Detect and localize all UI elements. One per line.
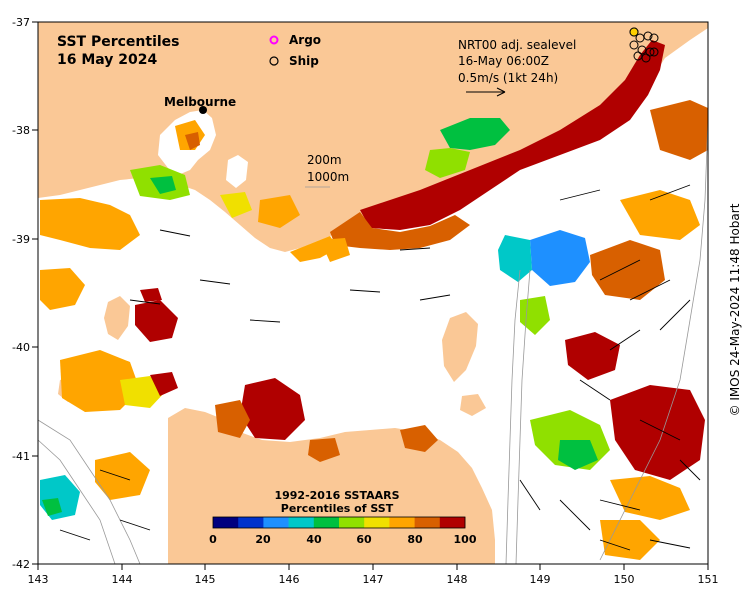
cape-barren-island — [460, 394, 486, 416]
ship-legend-label: Ship — [289, 54, 319, 68]
melbourne-label: Melbourne — [164, 95, 236, 109]
current-vectors — [59, 184, 701, 551]
colorbar-title-line2: Percentiles of SST — [281, 502, 394, 515]
colorbar-tick-40: 40 — [306, 533, 322, 546]
isobaths — [37, 119, 709, 565]
lon-tick-146: 146 — [279, 573, 300, 586]
king-island — [104, 296, 130, 340]
colorbar-tick-20: 20 — [255, 533, 271, 546]
lon-tick-147: 147 — [363, 573, 384, 586]
flinders-island — [442, 312, 478, 382]
lat-tick-37: -37 — [12, 16, 30, 29]
axis-ticks — [32, 21, 709, 570]
lon-tick-143: 143 — [28, 573, 49, 586]
lon-tick-144: 144 — [112, 573, 133, 586]
ship-legend-marker — [269, 56, 279, 66]
lon-tick-145: 145 — [195, 573, 216, 586]
melbourne-marker — [199, 106, 207, 114]
credit-label: © IMOS 24-May-2024 11:48 Hobart — [728, 203, 742, 416]
colorbar — [213, 517, 466, 528]
depth-200-label: 200m — [307, 153, 342, 167]
current-time-label: 16-May 06:00Z — [458, 54, 549, 68]
colorbar-swatch — [313, 517, 340, 528]
lat-tick-41: -41 — [12, 450, 30, 463]
current-scale-label: 0.5m/s (1kt 24h) — [458, 71, 558, 85]
lat-tick-38: -38 — [12, 124, 30, 137]
colorbar-swatch — [238, 517, 264, 528]
ship-latest-marker — [629, 27, 639, 37]
colorbar-swatch — [263, 517, 289, 528]
colorbar-tick-0: 0 — [209, 533, 217, 546]
lon-tick-151: 151 — [698, 573, 719, 586]
current-source-label: NRT00 adj. sealevel — [458, 38, 576, 52]
current-scale-arrowhead — [496, 87, 506, 97]
argo-legend-label: Argo — [289, 33, 321, 47]
colorbar-swatch — [213, 517, 239, 528]
sst-percentile-field — [40, 40, 708, 560]
lat-tick-39: -39 — [12, 233, 30, 246]
colorbar-tick-80: 80 — [407, 533, 423, 546]
map-title: SST Percentiles — [57, 34, 180, 50]
lat-tick-40: -40 — [12, 341, 30, 354]
colorbar-swatch — [288, 517, 315, 528]
colorbar-swatch — [339, 517, 365, 528]
map-date: 16 May 2024 — [57, 52, 158, 68]
lon-tick-150: 150 — [614, 573, 635, 586]
western-port — [226, 155, 248, 188]
argo-legend-marker — [269, 35, 279, 45]
colorbar-swatch — [389, 517, 415, 528]
lon-tick-149: 149 — [530, 573, 551, 586]
lat-tick-42: -42 — [12, 558, 30, 571]
colorbar-frame — [212, 516, 466, 529]
colorbar-swatch — [364, 517, 390, 528]
colorbar-swatch — [439, 517, 466, 528]
colorbar-title-line1: 1992-2016 SSTAARS — [274, 489, 399, 502]
colorbar-tick-100: 100 — [454, 533, 477, 546]
lon-tick-148: 148 — [447, 573, 468, 586]
colorbar-swatch — [414, 517, 441, 528]
victoria-landmass — [38, 22, 708, 252]
colorbar-tick-60: 60 — [356, 533, 372, 546]
depth-1000-label: 1000m — [307, 170, 349, 184]
